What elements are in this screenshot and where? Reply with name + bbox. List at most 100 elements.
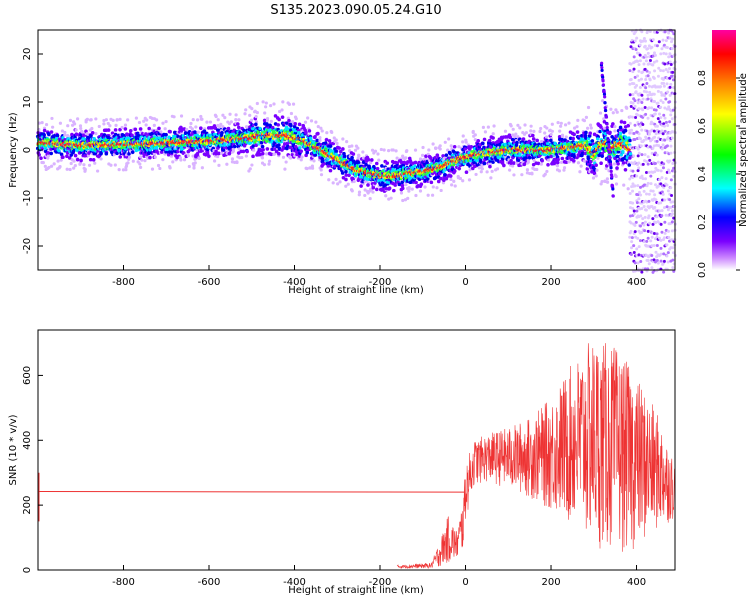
spectrogram-cell [147, 126, 151, 131]
spectrogram-cell [252, 148, 256, 152]
spectrogram-cell [283, 167, 287, 171]
spectrogram-cell [461, 179, 465, 183]
spectrogram-cell [94, 131, 98, 136]
spectrogram-cell [264, 101, 268, 105]
spectrogram-cell [387, 186, 392, 191]
spectrogram-cell [156, 163, 161, 168]
spectrogram-cell [444, 153, 449, 157]
spectrogram-cell [40, 120, 44, 125]
spectrogram-cell [47, 165, 51, 170]
spectrogram-cell [155, 118, 159, 122]
spectrogram-cell [404, 182, 408, 187]
spectrogram-cell [200, 166, 204, 170]
spectrogram-cell [133, 127, 138, 132]
spectrogram-cell [70, 132, 74, 137]
spectrogram-cell [193, 130, 197, 134]
spectrogram-cell [90, 126, 94, 131]
spectrogram-cell [97, 124, 101, 129]
spectrogram-cell [102, 133, 107, 137]
spectrogram-cell [37, 121, 41, 125]
spectrogram-cell [490, 169, 494, 173]
spectrogram-cell [138, 127, 143, 131]
spectrogram-cell [461, 134, 465, 138]
spectrogram-cell [502, 163, 506, 168]
spectrogram-cell [68, 118, 73, 122]
spectrogram-cell [277, 143, 281, 147]
spectrogram-cell [168, 166, 172, 170]
spectrogram-cell [309, 119, 314, 123]
spectrogram-cell [49, 164, 54, 168]
spectrogram-cell [352, 179, 356, 184]
spectrogram-cell [93, 161, 97, 165]
spectrogram-cell [491, 132, 495, 136]
spectrogram-cell [435, 153, 440, 157]
spectrogram-cell [170, 150, 174, 154]
spectrogram-cell [482, 137, 487, 142]
spectrogram-cell [357, 193, 361, 197]
spectrogram-cell [294, 117, 298, 121]
spectrogram-cell [83, 167, 87, 172]
spectrogram-cell [102, 118, 106, 123]
spectrogram-cell [299, 158, 303, 162]
spectrogram-cell [457, 166, 462, 171]
spectrogram-cell [363, 193, 367, 198]
spectrogram-cell [305, 166, 309, 171]
spectrogram-cell [421, 145, 425, 150]
spectrogram-cell [476, 139, 481, 143]
spectrogram-cell [58, 165, 62, 169]
spectrogram-cell [340, 171, 345, 175]
spectrogram-cell [281, 155, 286, 159]
spectrogram-heatmap [35, 28, 677, 274]
spectrogram-cell [190, 127, 194, 131]
spectrogram-cell [82, 163, 86, 167]
spectrogram-cell [487, 138, 492, 143]
spectrogram-cell [260, 144, 265, 149]
spectrogram-cell [195, 118, 200, 122]
spectrogram-cell [449, 177, 453, 182]
spectrogram-cell [492, 124, 496, 128]
spectrogram-cell [373, 149, 378, 153]
spectrogram-cell [346, 182, 350, 186]
spectrogram-cell [250, 163, 254, 167]
spectrogram-cell [452, 169, 457, 173]
spectrogram-cell [265, 147, 270, 151]
spectrogram-cell [114, 123, 118, 127]
spectrogram-cell [341, 137, 345, 141]
spectrogram-cell [104, 118, 108, 122]
spectrogram-cell [394, 149, 398, 153]
spectrogram-cell [384, 194, 388, 198]
spectrogram-cell [344, 177, 348, 182]
spectrogram-cell [426, 193, 430, 197]
spectrogram-cell [401, 198, 405, 203]
spectrogram-cell [194, 125, 198, 129]
spectrogram-cell [168, 129, 172, 134]
spectrogram-cell [347, 173, 351, 178]
spectrogram-cell [200, 117, 204, 121]
spectrogram-cell [199, 126, 203, 130]
spectrogram-cell [220, 130, 224, 135]
spectrogram-cell [287, 102, 292, 106]
spectrogram-cell [44, 123, 49, 127]
spectrogram-cell [60, 129, 64, 133]
spectrogram-cell [261, 100, 265, 104]
spectrogram-cell [327, 178, 331, 182]
spectrogram-cell [244, 108, 248, 112]
spectrogram-cell [113, 163, 117, 167]
spectrogram-cell [377, 158, 381, 162]
spectrogram-cell [330, 130, 334, 134]
spectrogram-cell [312, 135, 317, 140]
spectrogram-cell [131, 159, 135, 163]
spectrogram-cell [130, 133, 134, 138]
spectrogram-cell [450, 183, 454, 187]
spectrogram-cell [102, 122, 106, 126]
spectrogram-cell [223, 116, 227, 120]
spectrogram-cell [281, 100, 285, 104]
spectrogram-cell [205, 120, 209, 124]
spectrogram-cell [385, 161, 390, 165]
spectrogram-cell [265, 118, 270, 122]
spectrogram-cell [268, 104, 273, 108]
spectrogram-cell [439, 188, 443, 193]
spectrogram-cell [338, 180, 342, 184]
spectrogram-cell [277, 151, 281, 156]
spectrogram-cell [215, 128, 220, 132]
